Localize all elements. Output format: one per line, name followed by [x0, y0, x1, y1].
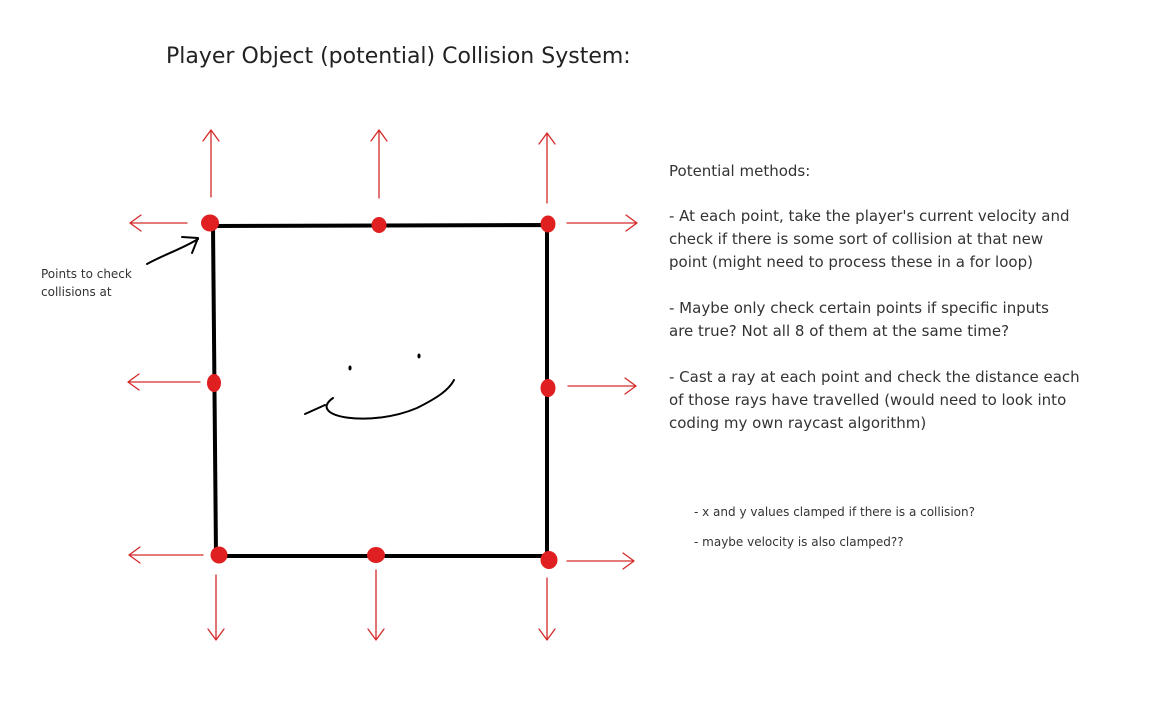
arrow-right-icon [566, 552, 635, 570]
smiley-mouth [325, 379, 455, 420]
red-arrows [127, 129, 638, 641]
note-line: - Cast a ray at each point and check the… [669, 368, 1080, 386]
note-line: coding my own raycast algorithm) [669, 414, 927, 432]
arrow-up-icon [370, 129, 388, 199]
points-label-line-1: Points to check [41, 267, 132, 281]
smiley-right-eye [417, 353, 421, 359]
collision-point [540, 551, 558, 569]
page-title: Player Object (potential) Collision Syst… [166, 44, 631, 69]
collision-points [201, 214, 558, 569]
collision-point [207, 374, 221, 392]
notes-heading: Potential methods: [669, 162, 811, 180]
clamp-note-2: - maybe velocity is also clamped?? [694, 535, 904, 549]
collision-point [201, 214, 219, 232]
collision-point [210, 546, 228, 564]
potential-methods-notes: Potential methods: - At each point, take… [669, 160, 1139, 458]
arrow-left-icon [128, 546, 204, 564]
note-bullet-3: - Cast a ray at each point and check the… [669, 366, 1139, 435]
pointer-arrow-icon [146, 236, 199, 265]
note-line: of those rays have travelled (would need… [669, 391, 1067, 409]
arrow-down-icon [207, 574, 225, 641]
note-line: point (might need to process these in a … [669, 253, 1033, 271]
points-label: Points to check collisions at [41, 265, 151, 301]
arrow-right-icon [566, 214, 638, 232]
collision-point [371, 217, 387, 233]
note-bullet-2: - Maybe only check certain points if spe… [669, 297, 1139, 343]
collision-point [540, 215, 556, 233]
collision-point [367, 547, 385, 563]
smiley-face-doodle [304, 353, 455, 420]
arrow-up-icon [202, 129, 220, 198]
arrow-right-icon [567, 377, 637, 395]
arrow-left-icon [127, 373, 201, 391]
smiley-left-eye [348, 365, 352, 371]
arrow-up-icon [538, 132, 556, 204]
note-bullet-1: - At each point, take the player's curre… [669, 205, 1139, 274]
note-line: are true? Not all 8 of them at the same … [669, 322, 1010, 340]
arrow-down-icon [538, 577, 556, 641]
player-box [211, 223, 549, 558]
smiley-dimple [304, 404, 326, 415]
note-line: - At each point, take the player's curre… [669, 207, 1070, 225]
points-label-line-2: collisions at [41, 285, 112, 299]
note-line: - Maybe only check certain points if spe… [669, 299, 1049, 317]
arrow-down-icon [367, 569, 385, 641]
note-line: check if there is some sort of collision… [669, 230, 1044, 248]
clamp-notes: - x and y values clamped if there is a c… [694, 505, 975, 549]
collision-point [540, 379, 556, 397]
clamp-note-1: - x and y values clamped if there is a c… [694, 505, 975, 519]
arrow-left-icon [129, 214, 188, 232]
